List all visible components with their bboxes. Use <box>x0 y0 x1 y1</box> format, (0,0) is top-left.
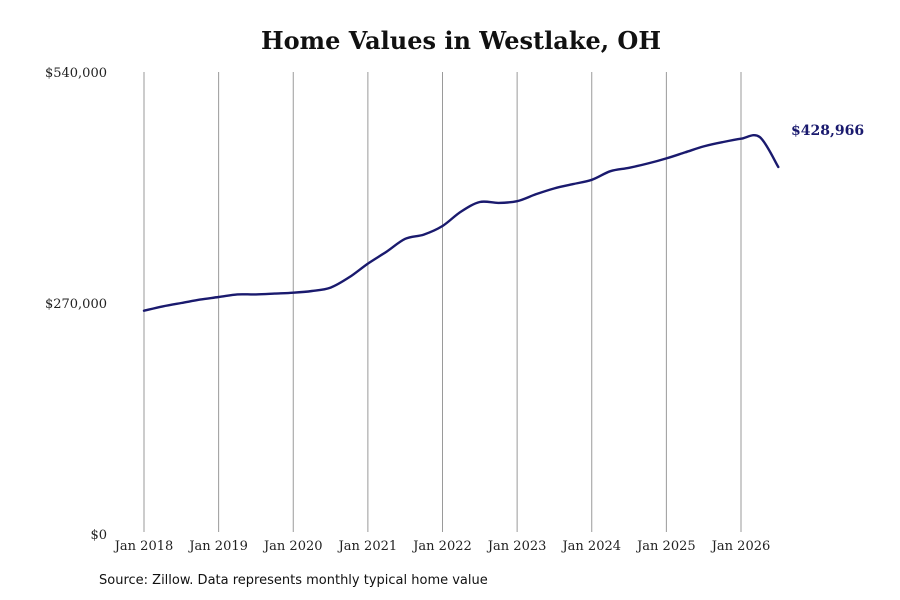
x-tick-label: Jan 2025 <box>635 539 696 554</box>
x-tick-label: Jan 2024 <box>560 539 621 554</box>
y-tick-label: $540,000 <box>45 66 107 81</box>
source-note: Source: Zillow. Data represents monthly … <box>99 573 488 588</box>
end-value-label: $428,966 <box>791 123 864 139</box>
x-tick-label: Jan 2023 <box>486 539 547 554</box>
chart-title: Home Values in Westlake, OH <box>260 26 662 55</box>
x-tick-label: Jan 2021 <box>337 539 398 554</box>
x-tick-label: Jan 2020 <box>262 539 323 554</box>
series-line-home-value <box>142 133 780 312</box>
y-tick-label: $0 <box>90 528 107 543</box>
y-tick-label: $270,000 <box>45 297 107 312</box>
x-tick-label: Jan 2026 <box>710 539 771 554</box>
gridlines <box>143 72 742 532</box>
x-tick-label: Jan 2019 <box>187 539 248 554</box>
x-axis-ticks: Jan 2018 Jan 2019 Jan 2020 Jan 2021 Jan 2022… <box>113 539 771 554</box>
y-axis-ticks: $0 $270,000 $540,000 <box>45 66 107 543</box>
x-tick-label: Jan 2022 <box>411 539 472 554</box>
x-tick-label: Jan 2018 <box>113 539 174 554</box>
